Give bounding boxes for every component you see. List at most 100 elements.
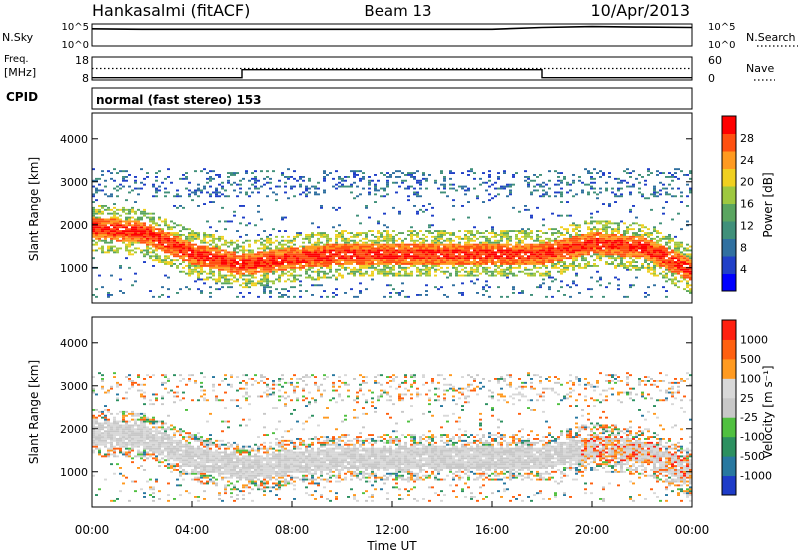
range-cell [671,255,674,258]
range-cell [338,272,341,275]
range-cell [509,249,512,252]
range-cell [323,253,326,256]
range-cell [167,249,170,252]
range-cell [623,251,626,254]
range-cell [185,243,188,246]
range-cell [440,241,443,244]
range-cell [269,255,272,258]
range-cell [563,239,566,242]
range-cell [515,245,518,248]
range-cell [344,263,347,265]
range-cell [371,247,374,250]
range-cell [185,255,188,258]
range-cell [263,270,266,273]
range-cell [656,259,659,262]
range-cell [443,261,446,263]
range-cell [266,181,269,184]
range-cell [98,220,101,223]
range-cell [323,179,326,182]
range-cell [398,274,401,277]
range-cell [653,272,656,275]
range-cell [380,268,383,271]
range-cell [473,235,476,238]
range-cell [101,426,104,429]
range-cell [488,237,491,240]
range-cell [443,183,446,186]
range-cell [188,249,191,252]
range-cell [419,230,422,232]
range-cell [617,243,620,246]
range-cell [113,235,116,238]
range-cell [188,247,191,250]
range-cell [104,208,107,211]
range-cell [446,232,449,234]
range-cell [179,234,182,236]
range-cell [518,270,521,273]
range-cell [674,276,677,279]
range-cell [257,239,260,242]
range-cell [434,286,437,289]
range-cell [188,234,191,236]
range-cell [374,243,377,246]
range-cell [356,241,359,244]
range-cell [275,193,278,196]
range-cell [524,205,527,207]
range-cell [557,239,560,242]
range-cell [161,220,164,223]
range-cell [446,255,449,258]
range-cell [557,232,560,234]
range-cell [563,257,566,260]
range-cell [338,181,341,184]
range-cell [629,191,632,194]
range-cell [275,261,278,263]
range-cell [287,295,290,298]
range-cell [323,274,326,277]
range-cell [185,187,188,190]
range-cell [494,247,497,250]
range-cell [287,249,290,252]
range-cell [404,245,407,248]
range-cell [575,247,578,250]
range-cell [320,295,323,298]
range-cell [608,234,611,236]
range-cell [374,187,377,190]
range-cell [482,243,485,246]
colorbar-swatch [722,168,736,187]
range-cell [548,239,551,242]
range-cell [422,237,425,240]
range-cell [200,292,203,294]
range-cell [263,251,266,254]
range-cell [671,261,674,263]
range-cell [326,265,329,267]
range-cell [170,249,173,252]
range-cell [365,241,368,244]
range-cell [311,249,314,252]
range-cell [245,239,248,242]
range-cell [263,290,266,292]
range-cell [443,249,446,252]
range-cell [554,170,557,173]
range-cell [287,251,290,254]
range-cell [119,451,122,454]
range-cell [233,265,236,267]
range-cell [191,270,194,273]
range-cell [416,235,419,238]
range-cell [140,389,143,392]
range-cell [485,270,488,273]
range-cell [230,174,233,176]
range-cell [326,174,329,176]
range-cell [119,222,122,225]
range-cell [122,226,125,229]
range-cell [470,255,473,258]
range-cell [134,412,137,415]
range-cell [128,220,131,223]
range-cell [671,268,674,271]
range-cell [317,249,320,252]
range-cell [122,239,125,242]
range-cell [509,185,512,188]
range-cell [401,172,404,174]
range-cell [350,191,353,194]
range-cell [251,266,254,269]
range-cell [335,249,338,252]
range-cell [122,185,125,188]
